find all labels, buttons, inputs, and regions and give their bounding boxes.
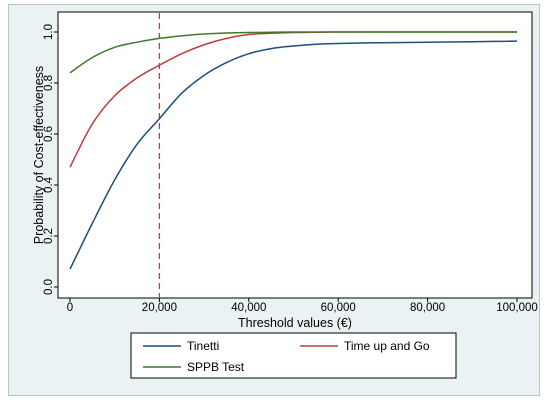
series-line-tinetti xyxy=(69,40,518,270)
y-tick-label: 0.0 xyxy=(43,279,55,295)
x-tick-label: 80,000 xyxy=(410,302,445,314)
x-tick-label: 100,000 xyxy=(496,302,538,314)
legend-label: Time up and Go xyxy=(344,339,430,353)
y-tick-label: 1.0 xyxy=(43,24,55,40)
legend-label: SPPB Test xyxy=(187,360,245,374)
plot-area xyxy=(57,11,533,299)
series-line-sppb-test xyxy=(69,31,517,74)
x-tick-label: 0 xyxy=(67,302,73,314)
y-tick-label: 0.8 xyxy=(43,75,55,91)
y-tick-label: 0.4 xyxy=(43,176,55,193)
y-tick-label: 0.2 xyxy=(43,228,55,244)
y-tick-label: 0.6 xyxy=(43,126,55,142)
x-tick-label: 40,000 xyxy=(231,302,266,314)
x-tick-label: 20,000 xyxy=(142,302,177,314)
x-tick-label: 60,000 xyxy=(321,302,356,314)
y-axis-title: Probability of Cost-effectiveness xyxy=(32,66,46,244)
x-axis-title: Threshold values (€) xyxy=(238,316,352,330)
legend-box xyxy=(130,332,457,379)
legend-label: Tinetti xyxy=(187,339,219,353)
